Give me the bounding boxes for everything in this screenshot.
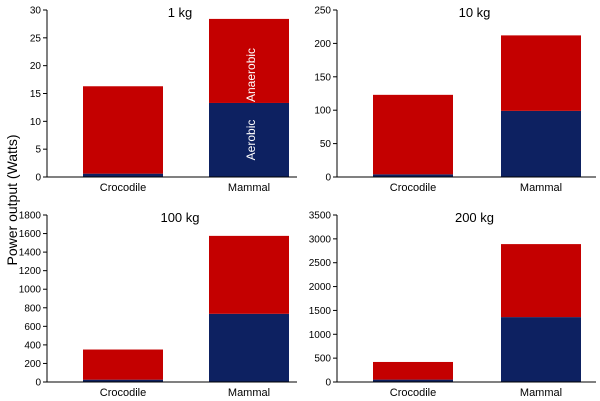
bar-anaerobic-mammal (501, 244, 581, 318)
y-tick-label: 15 (30, 89, 42, 100)
y-tick-label: 1000 (309, 330, 332, 341)
y-tick-label: 250 (314, 6, 331, 17)
y-tick-label: 5 (35, 145, 41, 156)
panel-4: 200 kg Crocodile Mammal 0 500 1000 1500 2000 250… (309, 210, 596, 399)
bar-aerobic-crocodile (83, 379, 163, 382)
x-tick-label: Crocodile (390, 387, 436, 399)
y-tick-label: 1800 (19, 211, 42, 222)
y-tick-label: 2500 (309, 258, 332, 269)
bar-aerobic-mammal (501, 110, 581, 177)
panel-title: 10 kg (459, 5, 491, 20)
x-tick-label: Crocodile (390, 182, 436, 194)
panel-title: 200 kg (455, 210, 494, 225)
bar-anaerobic-mammal (209, 235, 289, 314)
y-tick-label: 1400 (19, 248, 42, 259)
y-tick-label: 1200 (19, 266, 42, 277)
panel-1: 1 kg Crocodile Mammal Aerobic Anaerobic 0 5 10 1… (30, 5, 297, 194)
bar-annotation-anaerobic: Anaerobic (244, 48, 258, 102)
y-tick-label: 1600 (19, 229, 42, 240)
y-tick-label: 200 (314, 39, 331, 50)
bar-aerobic-mammal (209, 313, 289, 382)
y-tick-label: 3000 (309, 234, 332, 245)
y-tick-label: 500 (314, 354, 331, 365)
y-tick-label: 200 (24, 359, 41, 370)
y-tick-label: 20 (30, 61, 42, 72)
x-tick-label: Mammal (228, 387, 270, 399)
bar-annotation-aerobic: Aerobic (244, 120, 258, 161)
y-tick-label: 600 (24, 322, 41, 333)
bar-anaerobic-crocodile (83, 86, 163, 174)
bar-aerobic-mammal (209, 102, 289, 177)
y-tick-label: 0 (325, 378, 331, 389)
y-tick-label: 1000 (19, 285, 42, 296)
x-tick-label: Crocodile (100, 387, 146, 399)
bar-anaerobic-crocodile (373, 94, 453, 175)
bar-anaerobic-mammal (501, 35, 581, 111)
y-tick-label: 10 (30, 117, 42, 128)
bar-anaerobic-crocodile (373, 361, 453, 380)
bar-aerobic-crocodile (83, 173, 163, 177)
x-tick-label: Mammal (520, 182, 562, 194)
y-tick-label: 150 (314, 72, 331, 83)
bar-anaerobic-crocodile (83, 349, 163, 380)
y-axis-label: Power output (Watts) (4, 135, 20, 266)
panel-3: 100 kg Crocodile Mammal 0 200 400 600 800 1000 12… (19, 210, 297, 399)
bar-aerobic-crocodile (373, 174, 453, 177)
panel-title: 100 kg (160, 210, 199, 225)
panel-title: 1 kg (168, 5, 193, 20)
y-tick-label: 800 (24, 303, 41, 314)
y-tick-label: 1500 (309, 306, 332, 317)
bar-aerobic-crocodile (373, 379, 453, 382)
y-tick-label: 100 (314, 106, 331, 117)
x-tick-label: Mammal (520, 387, 562, 399)
y-tick-label: 0 (35, 378, 41, 389)
y-tick-label: 50 (320, 139, 332, 150)
y-tick-label: 2000 (309, 282, 332, 293)
y-tick-label: 0 (35, 173, 41, 184)
y-tick-label: 30 (30, 6, 42, 17)
y-tick-label: 400 (24, 340, 41, 351)
bar-aerobic-mammal (501, 317, 581, 382)
y-tick-label: 25 (30, 33, 42, 44)
x-tick-label: Crocodile (100, 182, 146, 194)
bar-anaerobic-mammal (209, 18, 289, 103)
y-tick-label: 0 (325, 173, 331, 184)
y-tick-label: 3500 (309, 211, 332, 222)
panel-2: 10 kg Crocodile Mammal 0 50 100 150 200 250 (314, 5, 596, 194)
x-tick-label: Mammal (228, 182, 270, 194)
